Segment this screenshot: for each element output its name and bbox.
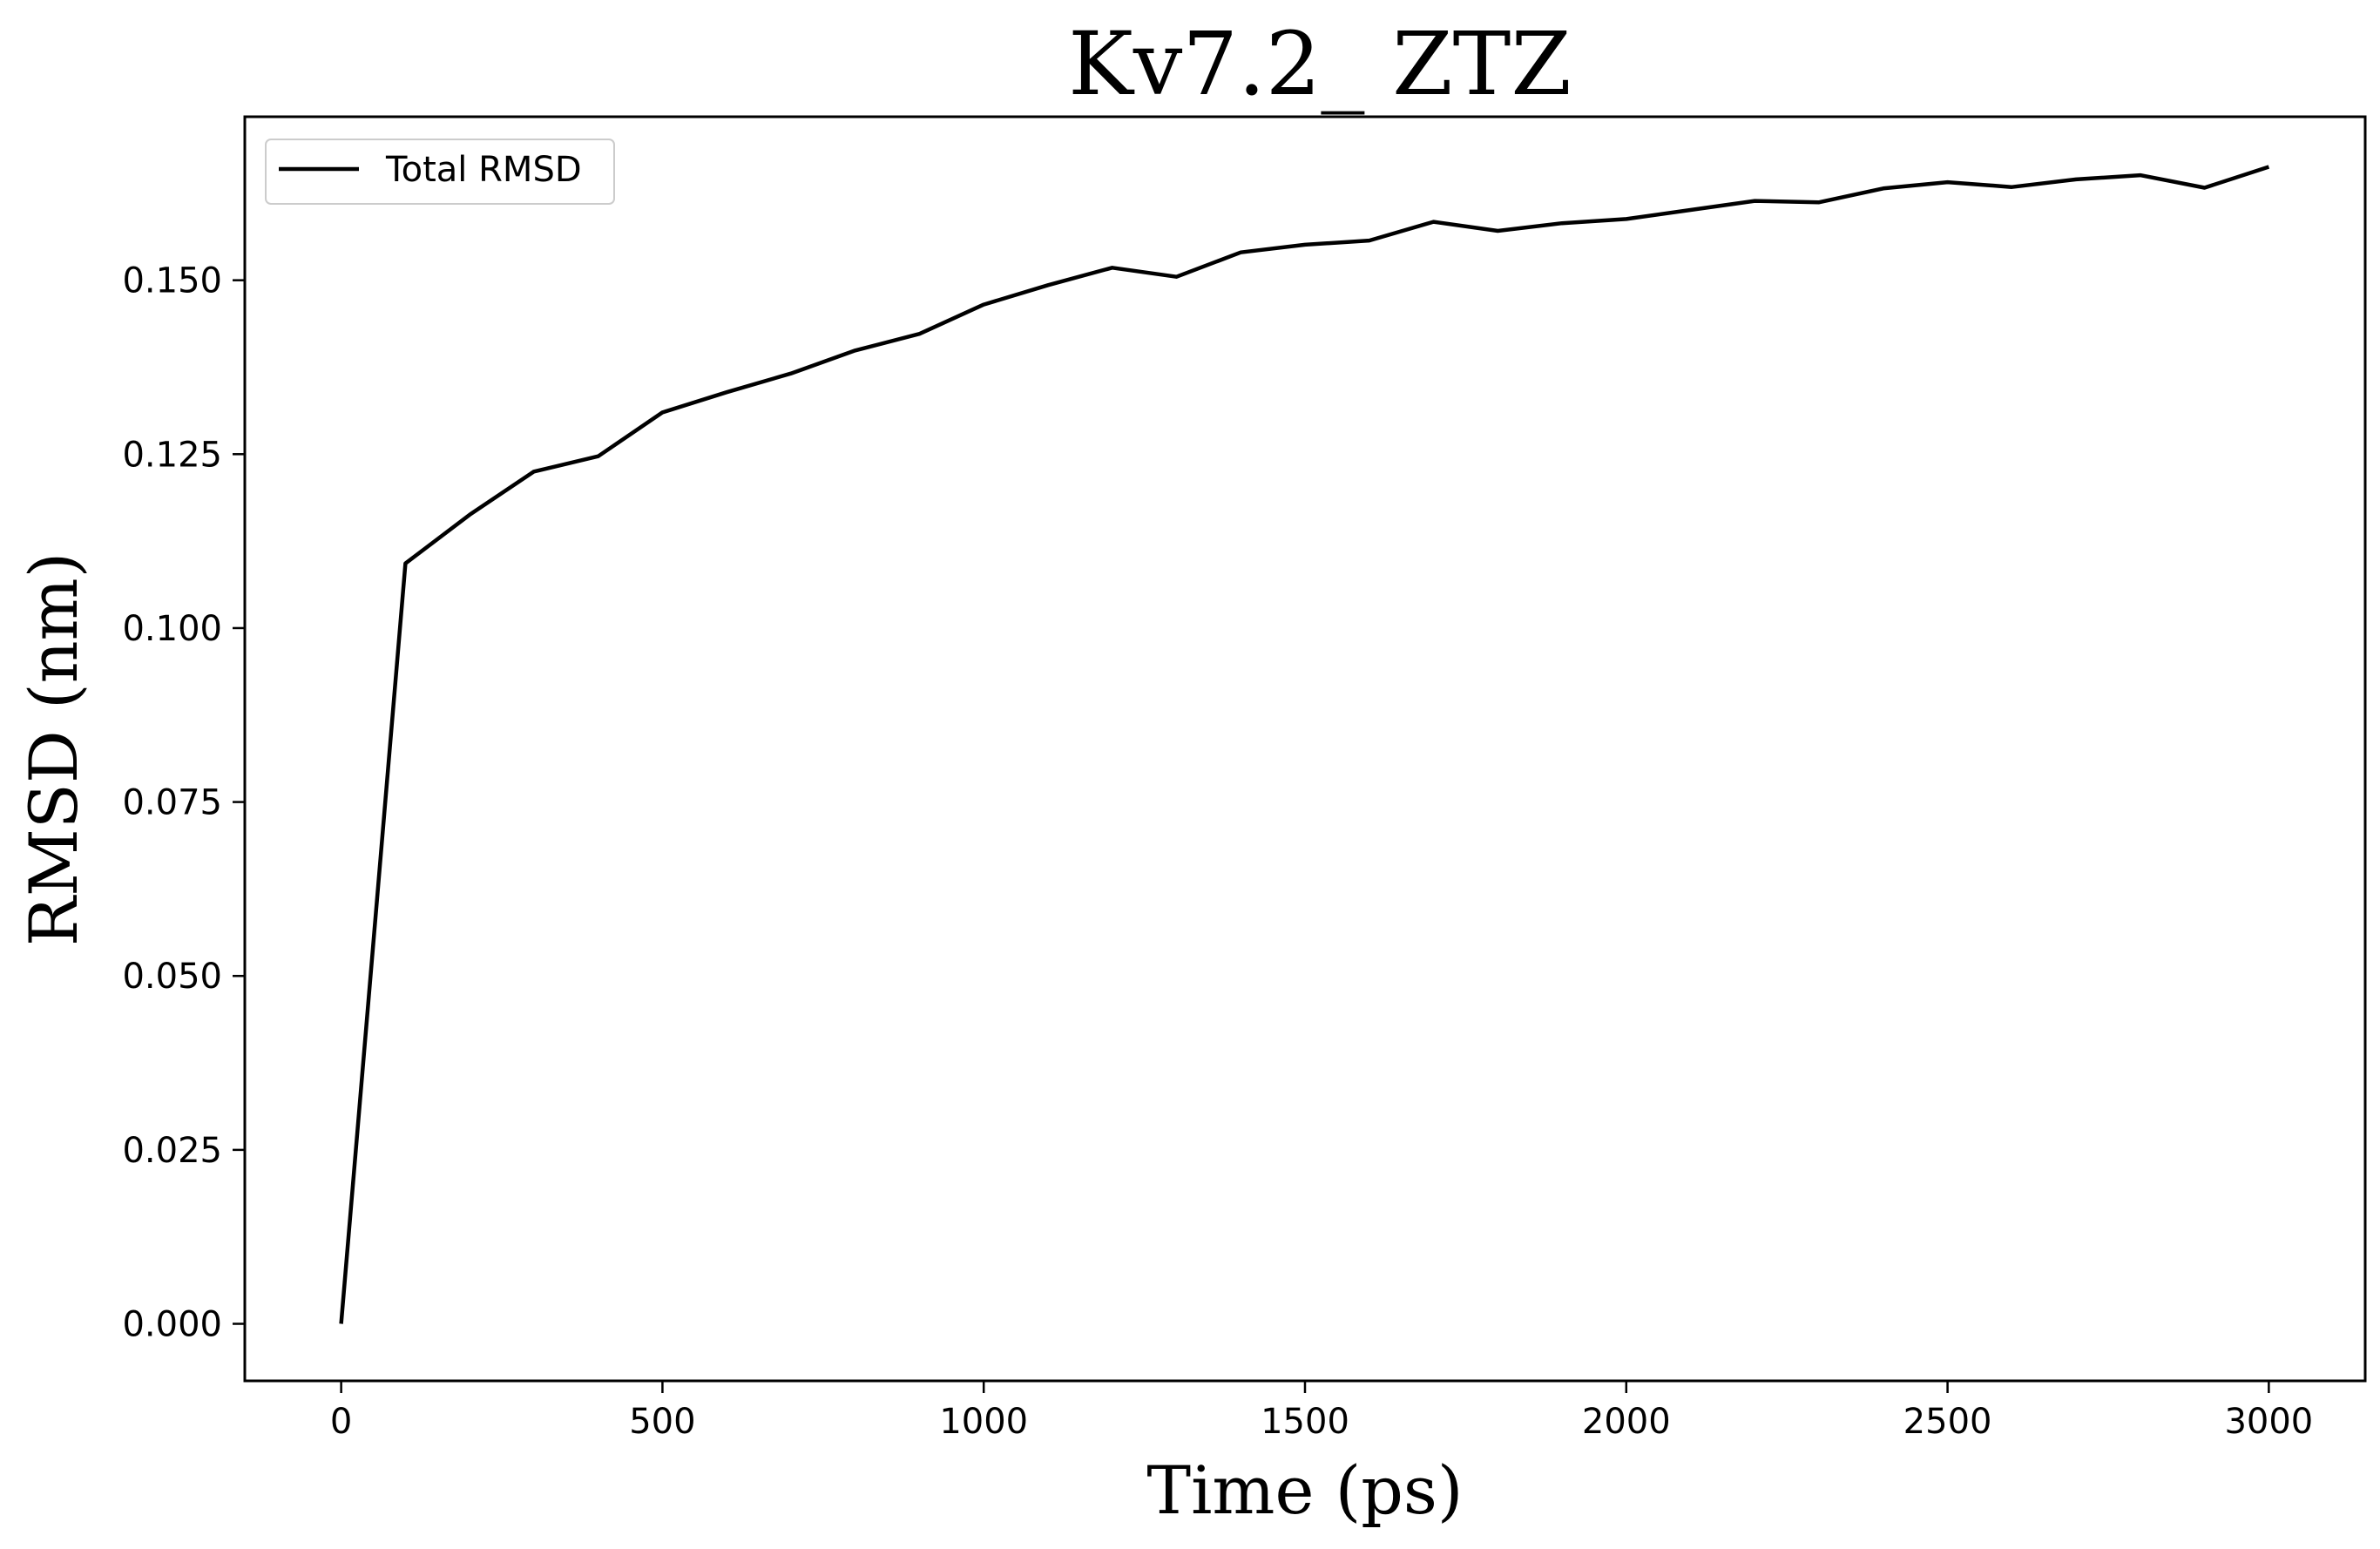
y-axis-label: RMSD (nm) bbox=[15, 552, 92, 947]
y-tick-label: 0.075 bbox=[122, 783, 222, 823]
x-tick-label: 500 bbox=[629, 1402, 695, 1442]
tick-layer: 0 500 1000 1500 2000 2500 3000 0.000 0.025 0.050 0… bbox=[122, 261, 2313, 1442]
legend-box bbox=[265, 139, 615, 205]
legend-label-total-rmsd: Total RMSD bbox=[385, 150, 582, 190]
y-tick-label: 0.100 bbox=[122, 609, 222, 649]
series-layer bbox=[339, 165, 2270, 1324]
y-tick-label: 0.125 bbox=[122, 435, 222, 475]
x-tick-label: 1500 bbox=[1261, 1402, 1349, 1442]
y-tick-label: 0.050 bbox=[122, 957, 222, 997]
x-tick-label: 2000 bbox=[1582, 1402, 1671, 1442]
y-tick-label: 0.150 bbox=[122, 261, 222, 301]
chart-title: Kv7.2_ ZTZ bbox=[1068, 13, 1572, 115]
y-tick-label: 0.025 bbox=[122, 1131, 222, 1171]
plot-area-frame bbox=[243, 115, 2367, 1383]
x-tick-label: 2500 bbox=[1903, 1402, 1992, 1442]
legend: Total RMSD bbox=[265, 139, 615, 205]
x-tick-label: 3000 bbox=[2224, 1402, 2313, 1442]
series-line-total-rmsd bbox=[339, 165, 2270, 1324]
x-axis-label: Time (ps) bbox=[1146, 1451, 1463, 1529]
y-tick-label: 0.000 bbox=[122, 1305, 222, 1345]
x-tick-label: 1000 bbox=[939, 1402, 1028, 1442]
x-tick-label: 0 bbox=[330, 1402, 352, 1442]
